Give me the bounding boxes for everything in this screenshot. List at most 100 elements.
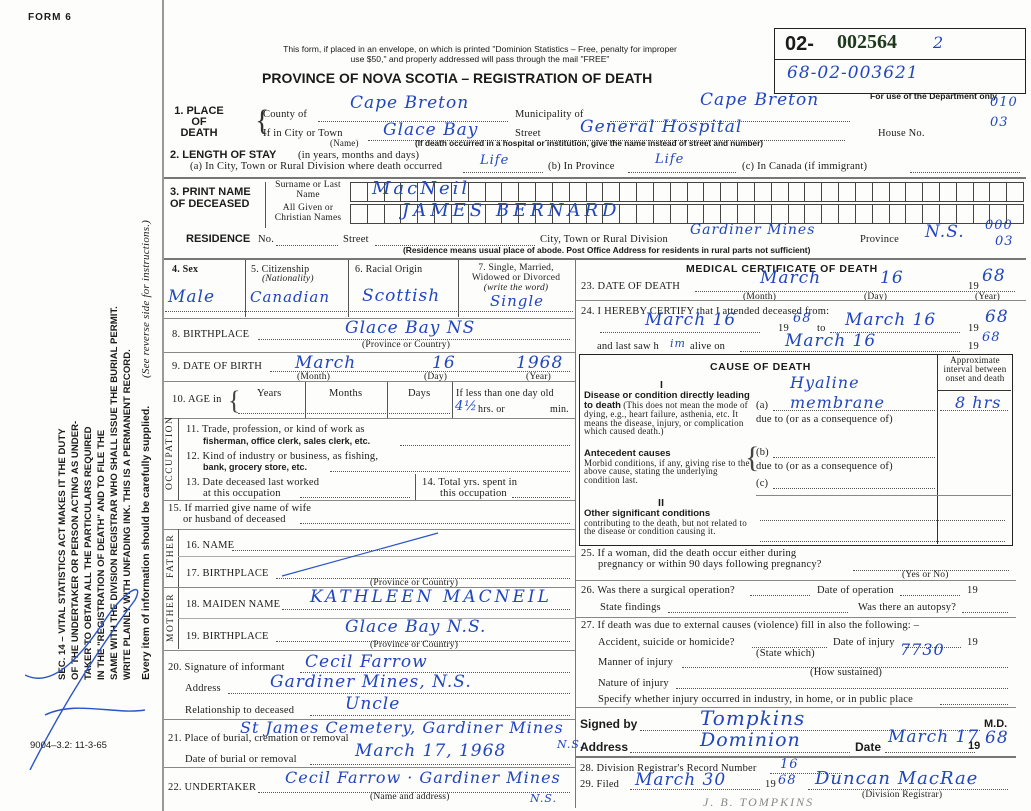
stay-c-line — [910, 172, 1020, 173]
mother-birthplace-value[interactable]: Glace Bay N.S. — [345, 617, 487, 637]
dob-year[interactable]: 1968 — [516, 353, 564, 373]
sex-value[interactable]: Male — [168, 287, 216, 307]
handwritten-code: 7730 — [900, 640, 945, 659]
residence-code-1: 000 — [985, 218, 1013, 233]
q18-line — [282, 609, 570, 610]
burial-date-label: Date of burial or removal — [185, 754, 297, 765]
age-line — [238, 413, 450, 414]
relationship-value[interactable]: Uncle — [345, 694, 401, 714]
month-caption: (Month) — [297, 372, 331, 382]
findings-line — [668, 612, 848, 613]
injury-date-label: Date of injury — [833, 637, 895, 648]
q18-label: 18. MAIDEN NAME — [186, 599, 281, 610]
surname-boxes[interactable] — [350, 182, 1024, 202]
length-of-stay-note: (in years, months and days) — [298, 150, 420, 161]
q21-label: 21. Place of burial, cremation or remova… — [168, 733, 349, 744]
physician-signature[interactable]: Tompkins — [700, 706, 806, 730]
municipality-value[interactable]: Cape Breton — [700, 90, 820, 110]
cause-a-value[interactable]: Hyaline membrane — [790, 373, 886, 412]
dob-day[interactable]: 16 — [432, 353, 456, 373]
other-conditions-line — [760, 520, 1005, 521]
informant-address-value[interactable]: Gardiner Mines, N.S. — [270, 672, 472, 692]
operation-date-label: Date of operation — [817, 585, 894, 596]
city-label: If in City or Town — [263, 128, 343, 139]
burial-date-line — [310, 764, 570, 765]
cause-a-label: (a) — [756, 400, 769, 411]
cause-c-label: (c) — [756, 478, 769, 489]
mail-notice: This form, if placed in an envelope, on … — [200, 44, 760, 64]
racial-origin-value[interactable]: Scottish — [362, 286, 441, 306]
maiden-name-value[interactable]: Kathleen MacNeil — [310, 587, 552, 607]
father-side-label: FATHER — [166, 533, 176, 578]
sign-year-value[interactable]: 68 — [985, 728, 1009, 748]
last-saw-pronoun[interactable]: im — [670, 337, 686, 350]
q12-examples: bank, grocery store, etc. — [203, 462, 308, 472]
last-saw-value[interactable]: March 16 — [785, 331, 877, 351]
street-value[interactable]: General Hospital — [580, 117, 743, 137]
death-month[interactable]: March — [760, 268, 822, 288]
part-2-label: II — [658, 497, 665, 509]
attended-to[interactable]: March 16 — [845, 310, 937, 330]
citizenship-value[interactable]: Canadian — [250, 288, 331, 306]
dob-month[interactable]: March — [295, 353, 357, 373]
autopsy-label: Was there an autopsy? — [858, 602, 957, 613]
manner-line — [682, 667, 1008, 668]
how-sustained-caption: (How sustained) — [810, 667, 883, 678]
undertaker-value[interactable]: Cecil Farrow · Gardiner Mines — [285, 768, 561, 787]
cause-a-line — [773, 410, 935, 411]
filed-year-value[interactable]: 68 — [778, 773, 797, 788]
informant-signature[interactable]: Cecil Farrow — [305, 652, 428, 672]
label-line: Widowed or Divorced — [471, 273, 561, 283]
physician-address-value[interactable]: Dominion — [700, 729, 801, 751]
residence-province-value[interactable]: N.S. — [925, 222, 965, 242]
row-divider — [164, 352, 575, 353]
to-line — [830, 332, 960, 333]
death-year[interactable]: 68 — [982, 266, 1006, 286]
citizenship-label: 5. Citizenship — [251, 264, 310, 275]
label-line: 7. Single, Married, — [478, 263, 554, 273]
day-caption: (Day) — [864, 292, 888, 302]
interval-a-value[interactable]: 8 hrs — [955, 393, 1002, 412]
residence-city-value[interactable]: Gardiner Mines — [690, 222, 816, 238]
birthplace-value[interactable]: Glace Bay NS — [345, 318, 476, 338]
stay-b-value[interactable]: Life — [655, 152, 685, 167]
attended-from-year[interactable]: 68 — [793, 311, 812, 326]
interval-column-divider — [937, 355, 938, 544]
birthplace-line — [258, 339, 570, 340]
surname-value[interactable]: MacNeil — [372, 178, 471, 199]
residence-no-line — [276, 245, 338, 246]
divider — [305, 382, 306, 418]
county-value[interactable]: Cape Breton — [350, 93, 470, 113]
last-saw-year[interactable]: 68 — [982, 330, 1001, 345]
burial-date-value[interactable]: March 17, 1968 — [355, 741, 507, 761]
stay-a-value[interactable]: Life — [480, 153, 510, 168]
given-names-boxes[interactable] — [350, 204, 1024, 224]
nature-line — [676, 688, 1008, 689]
marital-value[interactable]: Single — [490, 292, 545, 310]
given-names-value[interactable]: James Bernard — [402, 200, 621, 221]
q14-line — [512, 497, 570, 498]
registrar-signature[interactable]: Duncan MacRae — [815, 768, 979, 789]
attended-to-year[interactable]: 68 — [985, 307, 1009, 327]
burial-place-value[interactable]: St James Cemetery, Gardiner Mines — [240, 718, 564, 737]
q25-line — [853, 570, 1009, 571]
street-label: Street — [515, 128, 541, 139]
days-label: Days — [408, 388, 431, 399]
year-caption: (Year) — [975, 292, 1001, 302]
hours-value[interactable]: 4½ — [455, 399, 478, 414]
field-line — [165, 311, 573, 312]
city-value[interactable]: Glace Bay — [383, 120, 479, 140]
sign-date-value[interactable]: March 17 — [888, 727, 980, 747]
q26-label: 26. Was there a surgical operation? — [581, 585, 735, 596]
dob-label: 9. DATE OF BIRTH — [172, 361, 263, 372]
death-day[interactable]: 16 — [880, 268, 904, 288]
sex-label: 4. Sex — [172, 264, 199, 275]
year-prefix: 19 — [967, 637, 978, 648]
margin-scribble — [25, 588, 145, 770]
direct-cause-note: (This does not mean the mode of dying, e… — [584, 399, 748, 436]
q17-line — [276, 578, 570, 579]
record-number-value[interactable]: 16 — [780, 757, 799, 772]
attended-from[interactable]: March 16 — [645, 310, 737, 330]
interval-a-line — [940, 410, 1008, 411]
filed-value[interactable]: March 30 — [635, 770, 727, 790]
